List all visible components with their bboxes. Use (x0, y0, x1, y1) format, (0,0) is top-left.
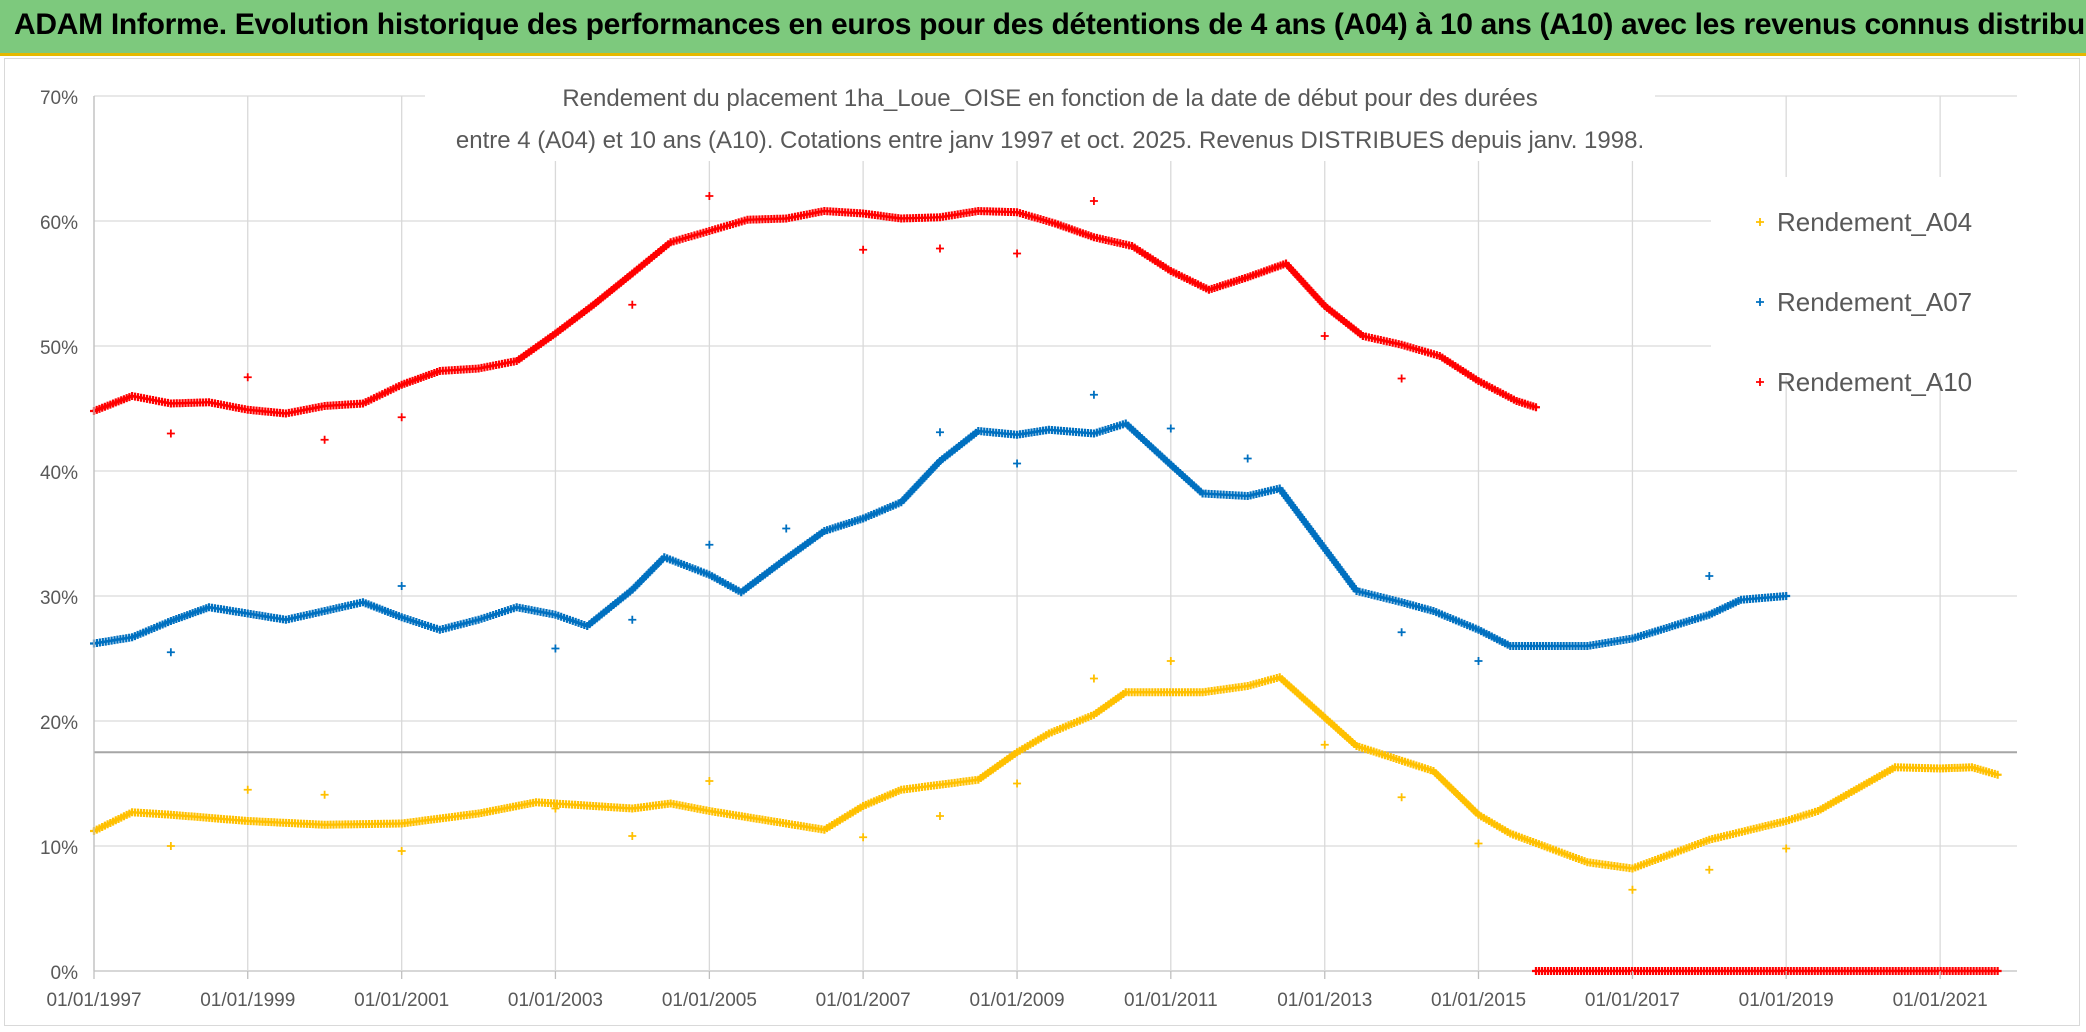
x-tick-label: 01/01/2013 (1277, 990, 1372, 1011)
outlier-point (1320, 332, 1329, 340)
legend-label: Rendement_A04 (1777, 207, 1972, 237)
outlier-point (1166, 424, 1175, 433)
outlier-point (705, 192, 714, 200)
outlier-point (551, 644, 560, 653)
outlier-point (243, 785, 252, 794)
y-tick-label: 50% (40, 338, 78, 359)
x-tick-label: 01/01/2021 (1893, 990, 1988, 1011)
x-tick-label: 01/01/1999 (200, 990, 295, 1011)
y-tick-label: 40% (40, 463, 78, 484)
outlier-point (1089, 390, 1098, 399)
data-point (1993, 770, 2002, 779)
x-tick-label: 01/01/2007 (816, 990, 911, 1011)
banner-title: ADAM Informe. Evolution historique des p… (14, 8, 2086, 41)
outlier-point (705, 540, 714, 549)
outlier-point (1705, 865, 1714, 874)
outlier-point (1628, 885, 1637, 894)
x-tick-label: 01/01/2009 (970, 990, 1065, 1011)
outlier-point (1397, 793, 1406, 802)
data-point (1782, 592, 1791, 600)
outlier-point (1013, 459, 1022, 468)
outlier-point (935, 428, 944, 437)
series-layer (90, 192, 2002, 975)
y-tick-label: 20% (40, 713, 78, 734)
chart-title: Rendement du placement 1ha_Loue_OISE en … (425, 61, 1655, 161)
legend: Rendement_A04 Rendement_A07 Rendement_A10 (1711, 177, 2023, 397)
outlier-point (628, 300, 637, 309)
outlier-point (628, 615, 637, 624)
outlier-point (1320, 740, 1329, 749)
legend-marker (1756, 298, 1764, 306)
gridlines (93, 95, 2017, 972)
chart-title-line2: entre 4 (A04) et 10 ans (A10). Cotations… (456, 127, 1644, 154)
outlier-point (243, 373, 252, 382)
outlier-point (1166, 657, 1175, 665)
outlier-point (320, 790, 329, 799)
outlier-point (1243, 454, 1252, 463)
header-banner: ADAM Informe. Evolution historique des p… (0, 0, 2086, 56)
legend-label: Rendement_A10 (1777, 367, 1972, 397)
outlier-point (705, 777, 714, 785)
outlier-point (1089, 674, 1098, 683)
series-Rendement_A04 (90, 657, 2002, 894)
data-point (1531, 403, 1540, 412)
outlier-point (935, 244, 944, 253)
chart-area: 0% 10% 20% 30% 40% 50% 60% 70% 01/01/1997 01/01/1… (4, 58, 2080, 1026)
outlier-point (1013, 779, 1022, 788)
outlier-point (1089, 197, 1098, 205)
y-tick-label: 10% (40, 838, 78, 859)
x-tick-label: 01/01/1997 (46, 990, 141, 1011)
outlier-point (551, 804, 560, 813)
x-tick-label: 01/01/2003 (508, 990, 603, 1011)
outlier-point (859, 245, 868, 254)
outlier-point (1013, 249, 1022, 258)
chart-title-line1: Rendement du placement 1ha_Loue_OISE en … (562, 85, 1537, 112)
outlier-point (166, 842, 175, 850)
outlier-point (166, 648, 175, 657)
x-tick-label: 01/01/2017 (1585, 990, 1680, 1011)
data-point (1993, 967, 2002, 975)
outlier-point (935, 812, 944, 820)
outlier-point (1474, 657, 1483, 665)
series-Rendement_A07 (90, 390, 1791, 665)
x-tick-label: 01/01/2011 (1124, 990, 1218, 1011)
x-tick-label: 01/01/2001 (354, 990, 449, 1011)
outlier-point (782, 524, 791, 533)
outlier-point (166, 429, 175, 438)
y-tick-label: 30% (40, 588, 78, 609)
outlier-point (1397, 374, 1406, 383)
outlier-point (397, 413, 406, 422)
x-tick-label: 01/01/2005 (662, 990, 757, 1011)
outlier-point (628, 832, 637, 840)
legend-box (1711, 177, 2023, 377)
axes: 0% 10% 20% 30% 40% 50% 60% 70% 01/01/1997 01/01/1… (40, 88, 1988, 1011)
outlier-point (397, 847, 406, 855)
outlier-point (1474, 839, 1483, 848)
y-tick-label: 60% (40, 213, 78, 234)
y-tick-label: 0% (51, 963, 79, 984)
outlier-point (1397, 628, 1406, 637)
legend-marker (1756, 378, 1764, 386)
outlier-point (1782, 844, 1791, 853)
y-tick-label: 70% (40, 88, 78, 109)
series-Rendement_A10 (90, 192, 2002, 975)
outlier-point (1705, 572, 1714, 580)
legend-label: Rendement_A07 (1777, 287, 1972, 317)
x-tick-label: 01/01/2015 (1431, 990, 1526, 1011)
outlier-point (397, 582, 406, 590)
outlier-point (320, 435, 329, 444)
outlier-point (859, 833, 868, 842)
x-tick-label: 01/01/2019 (1739, 990, 1834, 1011)
chart-svg: 0% 10% 20% 30% 40% 50% 60% 70% 01/01/1997 01/01/1… (40, 61, 2023, 1011)
legend-marker (1756, 218, 1764, 226)
